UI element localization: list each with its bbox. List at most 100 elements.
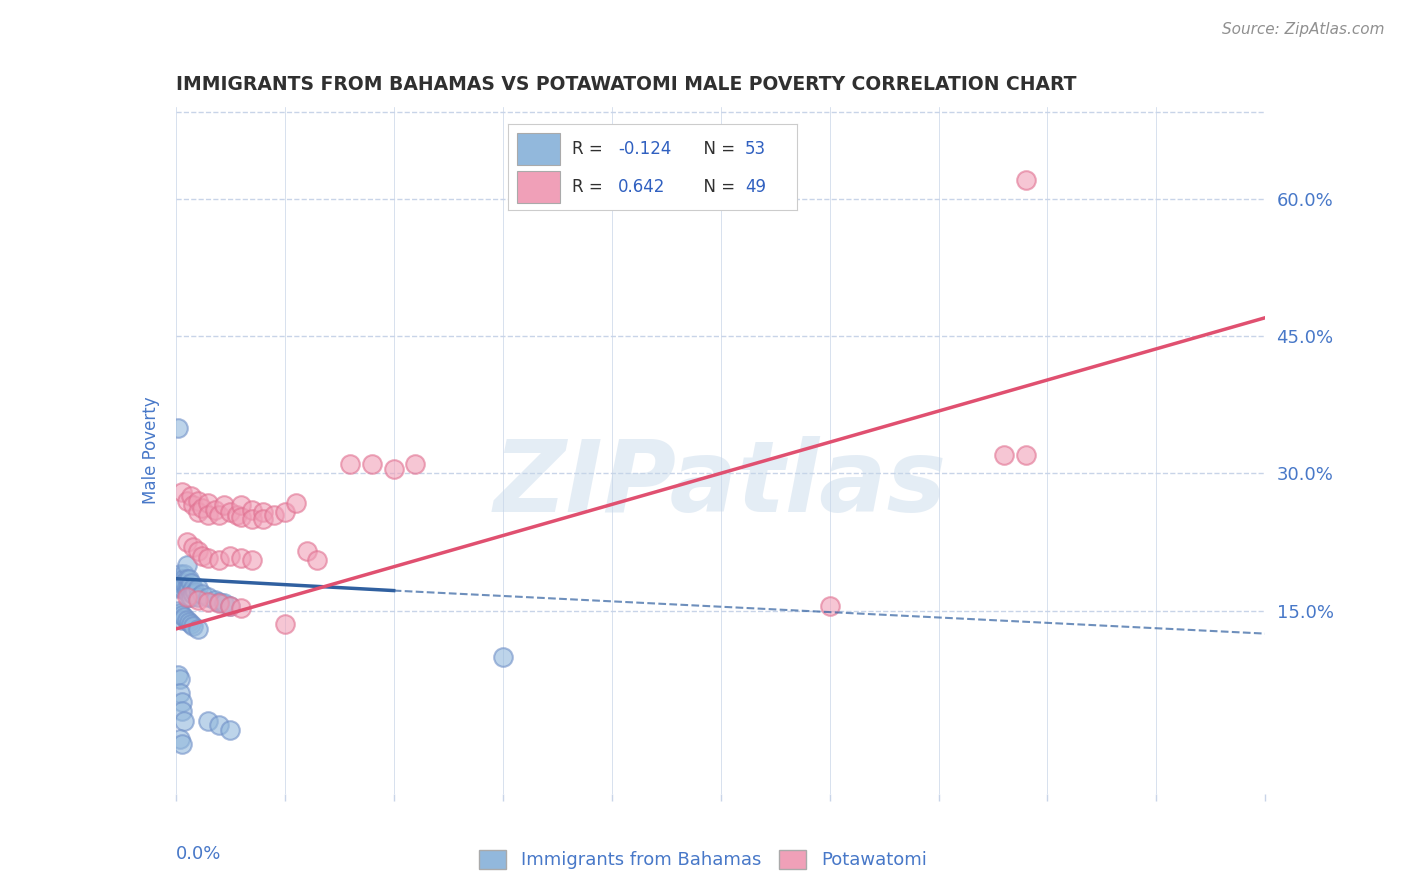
- Text: 53: 53: [745, 140, 766, 158]
- Point: [172, 572, 194, 586]
- Point: [176, 535, 198, 549]
- Point: [197, 550, 219, 565]
- Point: [177, 581, 200, 595]
- Point: [219, 599, 242, 614]
- Point: [177, 572, 200, 586]
- Text: N =: N =: [693, 178, 741, 196]
- Point: [212, 596, 235, 610]
- Point: [176, 493, 198, 508]
- Point: [173, 576, 195, 591]
- Point: [172, 484, 194, 499]
- Point: [173, 572, 195, 586]
- Point: [169, 567, 191, 582]
- Point: [219, 599, 242, 614]
- Point: [405, 457, 427, 471]
- Point: [176, 581, 198, 595]
- Text: 49: 49: [745, 178, 766, 196]
- Point: [382, 462, 405, 476]
- Point: [176, 590, 198, 604]
- Text: R =: R =: [572, 178, 607, 196]
- Point: [197, 590, 219, 604]
- Point: [219, 723, 242, 737]
- Point: [176, 558, 198, 572]
- Point: [208, 718, 231, 732]
- Point: [818, 599, 841, 614]
- Point: [181, 587, 204, 601]
- Point: [172, 576, 194, 591]
- Text: N =: N =: [693, 140, 741, 158]
- Point: [176, 613, 198, 627]
- Point: [172, 705, 194, 719]
- Text: IMMIGRANTS FROM BAHAMAS VS POTAWATOMI MALE POVERTY CORRELATION CHART: IMMIGRANTS FROM BAHAMAS VS POTAWATOMI MA…: [176, 75, 1076, 95]
- Point: [167, 581, 190, 595]
- Point: [274, 505, 297, 519]
- Point: [172, 737, 194, 751]
- Point: [186, 581, 209, 595]
- Point: [181, 540, 204, 554]
- Point: [197, 594, 219, 608]
- Point: [204, 592, 226, 607]
- Point: [295, 544, 318, 558]
- Point: [191, 549, 214, 563]
- Point: [240, 503, 263, 517]
- Point: [191, 501, 214, 516]
- Point: [173, 610, 195, 624]
- Point: [177, 615, 200, 629]
- Point: [186, 622, 209, 636]
- Point: [231, 499, 253, 513]
- Point: [1015, 448, 1038, 462]
- Bar: [517, 170, 560, 203]
- Point: [167, 420, 190, 434]
- Point: [181, 499, 204, 513]
- Point: [169, 686, 191, 700]
- Point: [231, 550, 253, 565]
- Point: [212, 499, 235, 513]
- Point: [176, 572, 198, 586]
- Text: Source: ZipAtlas.com: Source: ZipAtlas.com: [1222, 22, 1385, 37]
- Point: [197, 496, 219, 510]
- Point: [208, 594, 231, 608]
- Point: [177, 590, 200, 604]
- Point: [219, 549, 242, 563]
- Point: [240, 553, 263, 567]
- Point: [492, 649, 515, 664]
- Point: [180, 585, 202, 599]
- Point: [208, 553, 231, 567]
- Point: [186, 590, 209, 604]
- Point: [1015, 173, 1038, 187]
- Point: [197, 714, 219, 728]
- Point: [169, 606, 191, 620]
- Point: [274, 617, 297, 632]
- Point: [219, 505, 242, 519]
- Point: [172, 695, 194, 709]
- Point: [167, 668, 190, 682]
- Point: [231, 510, 253, 524]
- Point: [173, 714, 195, 728]
- Point: [186, 544, 209, 558]
- Legend: Immigrants from Bahamas, Potawatomi: Immigrants from Bahamas, Potawatomi: [470, 841, 936, 879]
- Point: [240, 512, 263, 526]
- Point: [208, 508, 231, 522]
- Point: [197, 508, 219, 522]
- Point: [284, 496, 307, 510]
- Point: [172, 608, 194, 623]
- Point: [993, 448, 1015, 462]
- Point: [186, 505, 209, 519]
- Point: [225, 508, 247, 522]
- Text: 0.0%: 0.0%: [176, 846, 221, 863]
- Point: [252, 512, 274, 526]
- Point: [339, 457, 361, 471]
- Bar: [517, 133, 560, 165]
- Point: [180, 617, 202, 632]
- Point: [176, 585, 198, 599]
- Point: [204, 503, 226, 517]
- Text: 0.642: 0.642: [617, 178, 665, 196]
- Text: ZIPatlas: ZIPatlas: [494, 436, 948, 533]
- Point: [360, 457, 382, 471]
- Point: [180, 576, 202, 591]
- Point: [208, 596, 231, 610]
- Point: [169, 576, 191, 591]
- Text: R =: R =: [572, 140, 607, 158]
- Point: [307, 553, 329, 567]
- Point: [169, 673, 191, 687]
